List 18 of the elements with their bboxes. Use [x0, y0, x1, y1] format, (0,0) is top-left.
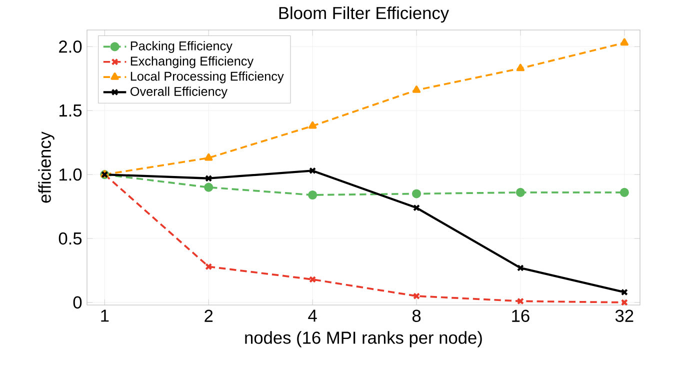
chart-title: Bloom Filter Efficiency — [279, 6, 450, 23]
y-tick-label: 0 — [73, 296, 82, 309]
x-axis-title: nodes (16 MPI ranks per node) — [245, 331, 482, 348]
y-tick-label: 2.0 — [59, 40, 82, 53]
x-tick-label: 1 — [101, 310, 109, 322]
legend-label: Exchanging Efficiency — [130, 56, 254, 68]
legend-label: Local Processing Efficiency — [130, 71, 284, 84]
x-tick-label: 16 — [512, 310, 530, 322]
x-tick-label: 8 — [412, 310, 421, 322]
y-tick-label: 0.5 — [58, 232, 82, 245]
x-tick-label: 2 — [204, 310, 213, 322]
legend-label: Packing Efficiency — [130, 41, 232, 53]
x-tick-label: 32 — [615, 310, 634, 322]
x-tick-label: 4 — [308, 310, 317, 322]
legend-label: Overall Efficiency — [130, 86, 228, 98]
y-tick-label: 1.5 — [60, 104, 82, 117]
y-tick-label: 1.0 — [60, 168, 82, 181]
y-axis-title: efficiency — [38, 132, 54, 203]
